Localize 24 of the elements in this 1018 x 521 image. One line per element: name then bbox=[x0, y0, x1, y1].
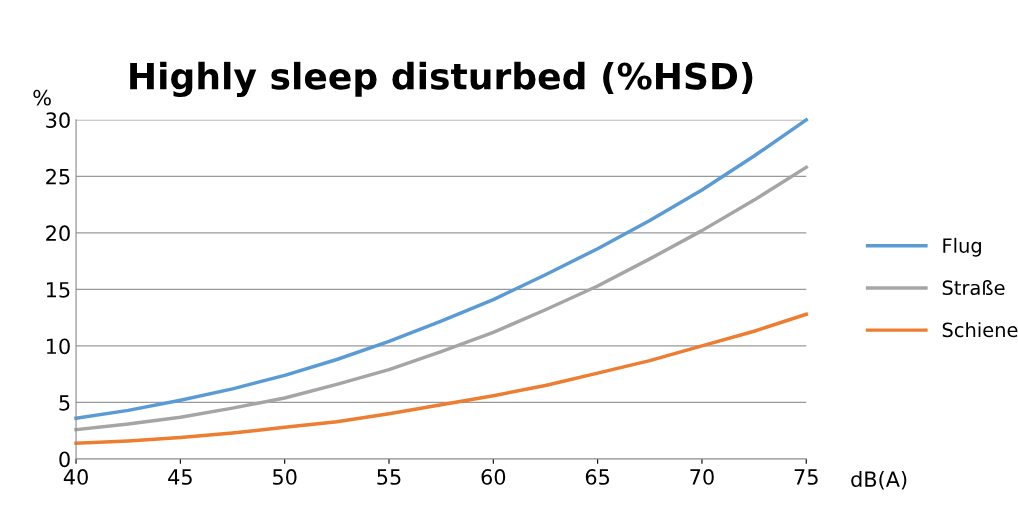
y-tick-label: 20 bbox=[46, 225, 70, 242]
chart-title: Highly sleep disturbed (%HSD) bbox=[130, 61, 753, 98]
line-series bbox=[74, 165, 808, 432]
line-series bbox=[74, 312, 808, 445]
y-tick-label: 25 bbox=[46, 168, 70, 185]
x-tick-label: 75 bbox=[794, 469, 818, 485]
x-tick-label: 45 bbox=[168, 469, 192, 485]
y-tick-label: 15 bbox=[46, 282, 70, 298]
line-series bbox=[74, 118, 808, 421]
x-tick-label: 55 bbox=[377, 469, 401, 485]
y-tick-label: 30 bbox=[46, 112, 70, 129]
legend-label: Flug bbox=[943, 237, 981, 257]
legend-label: Schiene bbox=[942, 322, 1018, 338]
x-tick-label: 70 bbox=[690, 469, 714, 485]
x-tick-label: 65 bbox=[585, 469, 610, 485]
y-axis-title: % bbox=[33, 89, 51, 106]
x-axis-title: dB(A) bbox=[851, 470, 907, 490]
y-tick-label: 10 bbox=[46, 338, 70, 355]
y-tick-label: 0 bbox=[59, 451, 70, 468]
x-tick-label: 50 bbox=[273, 469, 297, 485]
y-tick-label: 5 bbox=[59, 395, 70, 411]
legend-label: Straße bbox=[942, 280, 1005, 296]
x-tick-label: 40 bbox=[63, 469, 88, 485]
x-tick-label: 60 bbox=[481, 469, 506, 485]
